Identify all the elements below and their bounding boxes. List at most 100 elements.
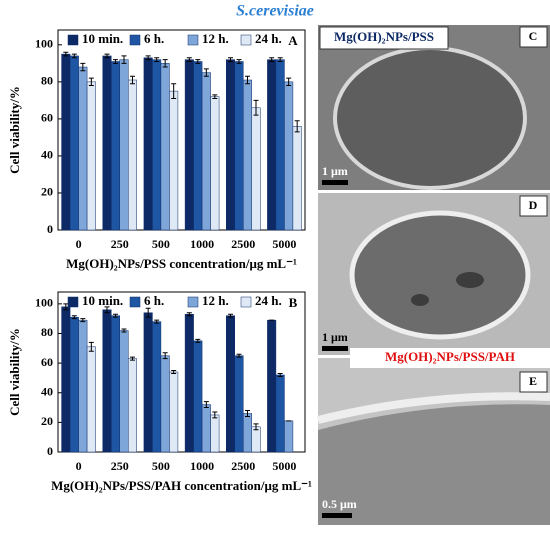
error-bar <box>171 83 177 100</box>
x-tick-label: 5000 <box>272 459 296 473</box>
legend-swatch <box>240 34 252 46</box>
image-caption: Mg(OH)₂NPs/PSS/PAH <box>385 349 515 364</box>
bar <box>78 319 88 453</box>
legend-swatch <box>240 296 252 308</box>
bar <box>243 79 252 231</box>
error-bar <box>269 57 275 62</box>
bar <box>234 61 244 231</box>
error-bar <box>236 59 242 64</box>
x-tick-label: 500 <box>152 237 170 251</box>
bar <box>210 96 220 231</box>
bar <box>69 55 79 231</box>
error-bar <box>113 313 118 318</box>
plot-frame <box>57 29 306 231</box>
y-tick-label: 100 <box>35 296 53 310</box>
error-bar <box>104 306 110 314</box>
error-bar <box>162 352 168 360</box>
error-bar <box>245 75 250 85</box>
error-bar <box>253 99 259 116</box>
error-bar <box>130 356 135 361</box>
panel-letter: B <box>289 295 298 310</box>
legend-label: 12 h. <box>202 31 229 46</box>
bar <box>184 313 194 453</box>
error-bar <box>203 68 209 77</box>
bar <box>128 79 137 231</box>
panel-letter: D <box>529 198 538 212</box>
error-bar <box>145 307 151 318</box>
y-tick-label: 60 <box>41 355 53 369</box>
plot-frame <box>57 291 306 453</box>
legend-label: 6 h. <box>144 293 164 308</box>
panel-letter: C <box>529 29 538 43</box>
bar <box>193 61 203 231</box>
error-bar <box>154 57 160 62</box>
bar <box>292 126 302 231</box>
bar <box>102 309 112 453</box>
bar <box>284 420 294 453</box>
y-axis-label: Cell viability/% <box>7 86 22 174</box>
bar <box>143 57 153 231</box>
bar <box>275 59 285 231</box>
y-tick-label: 20 <box>41 414 53 428</box>
error-bar <box>277 372 283 377</box>
bar <box>251 107 261 231</box>
x-tick-label: 0 <box>76 459 82 473</box>
bar <box>210 414 220 453</box>
bar <box>284 81 294 231</box>
y-tick-label: 0 <box>47 222 53 236</box>
x-axis-label: Mg(OH)₂NPs/PSS/PAH concentration/μg mL⁻¹ <box>51 478 312 493</box>
bar <box>160 355 170 453</box>
micrograph-c: Mg(OH)₂NPs/PSS C 1 μm <box>318 25 550 190</box>
legend-swatch <box>129 296 141 308</box>
y-tick-label: 80 <box>41 74 53 88</box>
y-tick-label: 0 <box>47 444 53 458</box>
error-bar <box>186 312 192 317</box>
y-tick-label: 100 <box>35 37 53 51</box>
error-bar <box>80 62 86 72</box>
x-tick-label: 2500 <box>231 237 255 251</box>
legend-label: 12 h. <box>202 293 229 308</box>
error-bar <box>88 341 94 352</box>
figure-title: S.cerevisiae <box>236 3 314 20</box>
y-tick-label: 40 <box>41 384 53 398</box>
scale-bar-label: 1 μm <box>322 164 348 178</box>
bar <box>169 90 179 231</box>
micrograph-e: Mg(OH)₂NPs/PSS/PAH E 0.5 μm <box>317 348 550 525</box>
error-bar <box>162 59 168 68</box>
error-bar <box>80 318 86 323</box>
bar <box>226 59 235 231</box>
error-bar <box>195 59 201 64</box>
error-bar <box>63 51 69 57</box>
bar <box>128 358 137 453</box>
error-bar <box>186 57 192 62</box>
legend-swatch <box>129 34 141 46</box>
bar <box>111 315 120 453</box>
bar <box>275 374 285 453</box>
x-tick-label: 1000 <box>190 459 214 473</box>
bar <box>86 346 96 453</box>
error-bar <box>71 53 77 59</box>
error-bar <box>212 94 218 100</box>
bar <box>234 355 244 453</box>
error-bar <box>195 338 201 343</box>
bar <box>86 81 96 231</box>
x-tick-label: 5000 <box>272 237 296 251</box>
panel-letter: A <box>288 33 298 48</box>
error-bar <box>104 53 110 59</box>
x-axis-label: Mg(OH)₂NPs/PSS concentration/μg mL⁻¹ <box>66 256 297 271</box>
micrograph-d: D 1 μm <box>318 193 550 355</box>
legend-label: 10 min. <box>82 31 123 46</box>
bar <box>160 63 170 231</box>
legend-label: 24 h. <box>255 293 282 308</box>
error-bar <box>253 423 259 431</box>
error-bar <box>228 313 233 318</box>
bar <box>102 55 112 231</box>
bar <box>243 413 252 453</box>
error-bar <box>277 57 283 62</box>
bar <box>201 404 211 453</box>
bar <box>184 59 194 231</box>
bar <box>169 371 179 453</box>
scale-bar-label: 0.5 μm <box>322 497 357 511</box>
bar <box>78 66 88 231</box>
legend-swatch <box>187 296 199 308</box>
